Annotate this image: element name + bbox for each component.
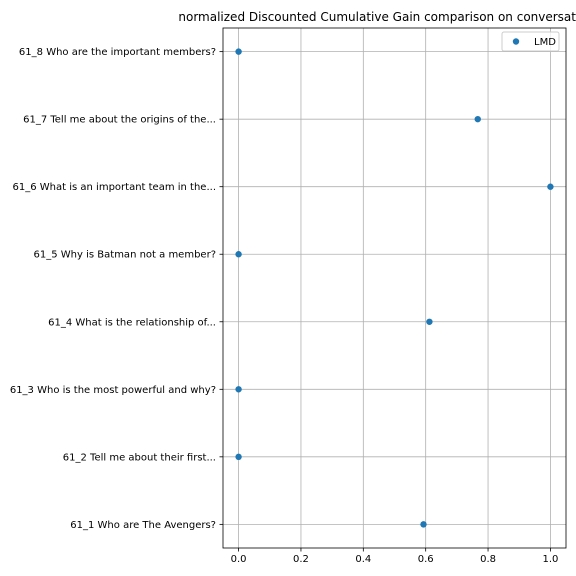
data-point (426, 318, 433, 325)
y-tick-label: 61_5 Why is Batman not a member? (34, 250, 216, 261)
x-tick-label: 1.0 (542, 554, 558, 565)
x-tick-label: 0.6 (418, 554, 434, 565)
x-tick-label: 0.2 (293, 554, 309, 565)
y-tick-label: 61_7 Tell me about the origins of the... (23, 115, 216, 126)
legend-box (501, 31, 560, 52)
x-tick-label: 0.4 (355, 554, 371, 565)
legend-marker-lmd (512, 38, 520, 45)
data-point (235, 386, 242, 393)
data-point (235, 453, 242, 461)
y-tick-label: 61_4 What is the relationship of... (48, 317, 216, 328)
legend-label-lmd: LMD (534, 37, 556, 48)
grid (223, 28, 566, 548)
y-tick-label: 61_2 Tell me about their first... (63, 452, 216, 463)
data-point (235, 251, 242, 258)
axes-frame (222, 27, 567, 549)
y-tick-label: 61_6 What is an important team in the... (13, 182, 216, 193)
data-point (547, 183, 554, 190)
legend: LMD (501, 31, 560, 52)
data-point (235, 48, 242, 55)
data-point (420, 521, 427, 528)
y-tick-label: 61_1 Who are The Avengers? (70, 520, 216, 531)
data-points (235, 48, 554, 528)
y-tick-label: 61_8 Who are the important members? (19, 47, 216, 58)
x-tick-label: 0.0 (231, 554, 247, 565)
axes: 0.0 0.2 0.4 0.6 0.8 1.0 61_1 Who are The Aveng… (10, 27, 567, 565)
x-tick-label: 0.8 (480, 554, 496, 565)
data-point (474, 115, 481, 123)
y-tick-label: 61_3 Who is the most powerful and why? (10, 385, 216, 396)
chart-title: normalized Discounted Cumulative Gain co… (178, 10, 576, 24)
